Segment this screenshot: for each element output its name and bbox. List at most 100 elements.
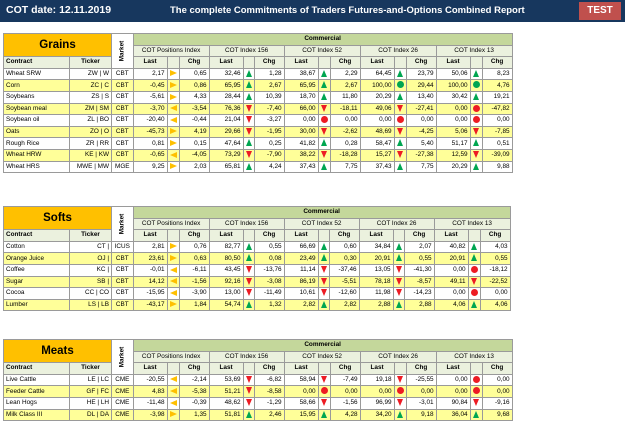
trend-icon-cell (469, 102, 483, 116)
green-up-arrow-icon (245, 300, 252, 308)
trend-icon-cell (317, 125, 331, 139)
green-up-arrow-icon (473, 139, 480, 147)
last-value: 0,00 (433, 287, 469, 300)
table-row[interactable]: Sugar SB | CBT 14,12 -1,56 92,16 -3,08 86,19 -5,… (3, 275, 511, 289)
trend-icon-cell (317, 263, 330, 277)
table-row[interactable]: Corn ZC | C CBT -0,45 0,86 65,95 2,67 65,95 2,67… (3, 79, 513, 92)
contract-header: Contract (3, 362, 70, 375)
chg-value: -27,41 (405, 102, 437, 116)
market-code: CBT (111, 263, 134, 277)
trend-icon-cell (166, 263, 180, 277)
trend-icon-cell (467, 252, 481, 265)
test-badge[interactable]: TEST (579, 2, 621, 20)
green-up-arrow-icon (473, 93, 480, 101)
chg-value: -1,56 (329, 396, 361, 410)
trend-icon-cell (469, 125, 483, 139)
green-up-arrow-icon (320, 300, 327, 308)
table-row[interactable]: Wheat HRW KE | KW CBT -0,65 -4,05 73,29 -7,90 3… (3, 148, 513, 162)
chg-value: 0,00 (479, 287, 511, 300)
chg-value: 1,28 (253, 67, 285, 81)
table-row[interactable]: Soybean oil ZL | BO CBT -20,40 -0,44 21,04 -3,… (3, 114, 513, 127)
last-value: -0,01 (132, 263, 168, 277)
ticker-symbol: DL | DA (69, 408, 112, 422)
icon-header (166, 229, 180, 242)
red-down-arrow-icon (245, 387, 252, 395)
chg-header: Chg (481, 56, 513, 69)
last-value: 92,16 (208, 275, 244, 289)
last-value: -0,65 (132, 148, 168, 162)
chg-value: -13,76 (253, 263, 285, 277)
trend-icon-cell (393, 373, 407, 387)
trend-icon-cell (469, 148, 483, 162)
icon-header (469, 362, 483, 375)
trend-icon-cell (242, 102, 255, 116)
last-value: 80,50 (208, 252, 244, 265)
green-up-arrow-icon (320, 242, 327, 250)
table-row[interactable]: Oats ZO | O CBT -45,73 4,19 29,66 -1,95 30,00 -2… (3, 125, 513, 139)
table-row[interactable]: Cotton CT | ICUS 2,81 0,76 82,77 0,55 66,69 0,60… (3, 240, 511, 254)
trend-icon-cell (317, 373, 331, 387)
ticker-symbol: HE | LH (69, 396, 112, 410)
table-row[interactable]: Soybean meal ZM | SM CBT -3,70 -3,54 76,36 -7,… (3, 102, 513, 116)
ticker-symbol: ZC | C (69, 79, 112, 92)
table-row[interactable]: Wheat HRS MWE | MW MGE 9,25 2,03 65,81 4,24 37,… (3, 160, 513, 174)
trend-icon-cell (242, 79, 255, 92)
group-header: COT Positions Index (132, 350, 210, 364)
table-row[interactable]: Milk Class III DL | DA CME -3,98 1,35 51,81 2,… (3, 408, 513, 422)
chg-value: 4,33 (178, 90, 210, 104)
table-row[interactable]: Live Cattle LE | LC CME -20,55 -2,14 53,69 -6,… (3, 373, 513, 387)
table-row[interactable]: Orange Juice OJ | CBT 23,61 0,63 80,50 0,08 23,… (3, 252, 511, 265)
trend-icon-cell (317, 287, 330, 300)
last-header: Last (283, 229, 319, 242)
contract-name: Corn (3, 79, 70, 92)
table-row[interactable]: Lumber LS | LB CBT -43,17 1,84 54,74 1,32 2,82 2… (3, 298, 511, 312)
table-row[interactable]: Soybeans ZS | S CBT -5,61 4,33 28,44 10,39 18,7… (3, 90, 513, 104)
last-value: 58,47 (359, 137, 395, 150)
table-row[interactable]: Rough Rice ZR | RR CBT 0,81 0,15 47,64 0,25 41,… (3, 137, 513, 150)
last-value: 20,29 (435, 160, 471, 174)
last-value: 34,20 (359, 408, 395, 422)
last-value: 0,00 (283, 114, 319, 127)
table-row[interactable]: Coffee KC | CBT -0,01 -6,11 43,45 -13,76 11,14-… (3, 263, 511, 277)
chg-value: 0,00 (481, 114, 513, 127)
trend-icon-cell (393, 160, 407, 174)
last-value: -3,70 (132, 102, 168, 116)
trend-icon-cell (242, 298, 255, 312)
trend-icon-cell (392, 263, 405, 277)
trend-icon-cell (392, 275, 405, 289)
last-header: Last (283, 56, 319, 69)
ticker-symbol: CT | (69, 240, 112, 254)
trend-icon-cell (469, 396, 483, 410)
chg-header: Chg (253, 229, 285, 242)
chg-value: -2,14 (178, 373, 210, 387)
chg-header: Chg (405, 56, 437, 69)
last-value: 4,06 (433, 298, 469, 312)
chg-value: -37,46 (328, 263, 360, 277)
last-value: 66,69 (283, 240, 319, 254)
trend-icon-cell (166, 240, 180, 254)
last-value: 2,88 (358, 298, 394, 312)
chg-value: -18,28 (329, 148, 361, 162)
table-row[interactable]: Cocoa CC | CO CBT -15,95 -3,90 13,00 -11,49 10,… (3, 287, 511, 300)
chg-value: 9,18 (405, 408, 437, 422)
last-header: Last (132, 56, 168, 69)
table-row[interactable]: Feeder Cattle GF | FC CME 4,83 -5,38 51,21 -8,… (3, 385, 513, 398)
trend-icon-cell (467, 275, 481, 289)
ticker-symbol: GF | FC (69, 385, 112, 398)
chg-value: -7,40 (253, 102, 285, 116)
red-down-arrow-icon (397, 104, 404, 112)
table-row[interactable]: Wheat SRW ZW | W CBT 2,17 0,65 32,46 1,28 38,67… (3, 67, 513, 81)
table-row[interactable]: Lean Hogs HE | LH CME -11,48 -0,39 48,62 -1,29… (3, 396, 513, 410)
chg-value: 23,79 (405, 67, 437, 81)
chg-value: 29,44 (405, 79, 437, 92)
trend-icon-cell (469, 408, 483, 422)
trend-icon-cell (166, 125, 180, 139)
last-value: 53,69 (208, 373, 244, 387)
trend-icon-cell (317, 252, 330, 265)
contract-name: Milk Class III (3, 408, 70, 422)
last-value: -0,45 (132, 79, 168, 92)
trend-icon-cell (166, 298, 180, 312)
chg-value: 0,28 (329, 137, 361, 150)
trend-icon-cell (393, 396, 407, 410)
contract-name: Soybean oil (3, 114, 70, 127)
